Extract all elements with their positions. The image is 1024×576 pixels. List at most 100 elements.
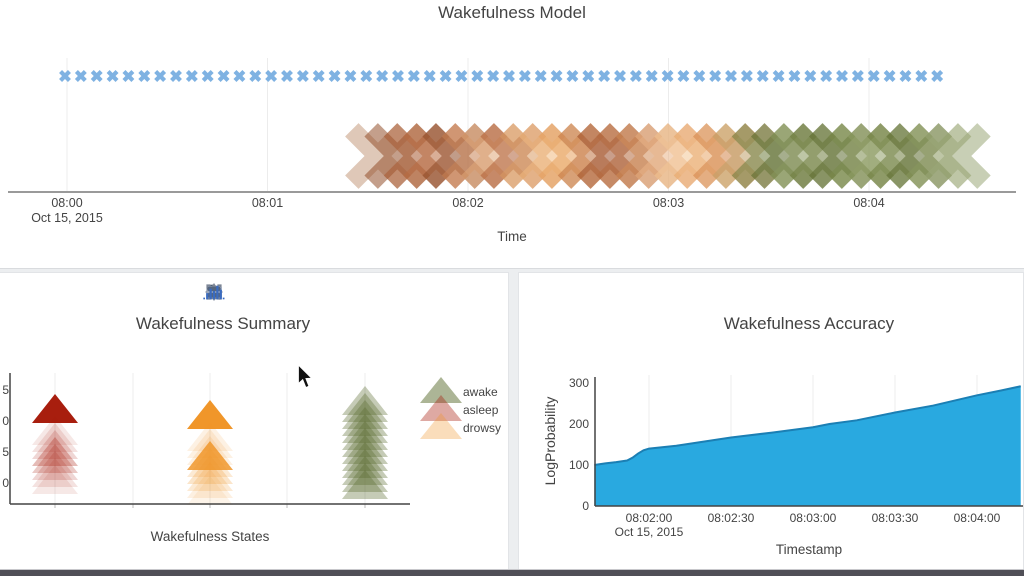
observation-marker xyxy=(915,70,928,82)
summary-plot-area[interactable]: 5 0 5 0 xyxy=(0,273,507,575)
observation-marker xyxy=(217,70,230,82)
legend-label-awake[interactable]: awake xyxy=(463,385,498,399)
observation-marker xyxy=(788,70,801,82)
observation-marker xyxy=(328,70,341,82)
accuracy-chart-title: Wakefulness Accuracy xyxy=(723,314,895,333)
observation-marker xyxy=(74,70,87,82)
observation-marker xyxy=(756,70,769,82)
observation-marker xyxy=(550,70,563,82)
triangle-marker xyxy=(32,458,78,487)
triangle-marker xyxy=(342,435,388,464)
observation-marker xyxy=(677,70,690,82)
observation-marker xyxy=(487,70,500,82)
observation-marker xyxy=(518,70,531,82)
observation-marker xyxy=(836,70,848,82)
observation-marker xyxy=(931,70,944,82)
observation-marker xyxy=(296,70,309,82)
accuracy-y-tick: 100 xyxy=(569,458,589,472)
triangle-marker xyxy=(32,451,78,480)
observation-marker xyxy=(376,70,389,82)
triangle-marker xyxy=(342,400,388,429)
triangle-marker xyxy=(32,465,78,494)
triangle-marker xyxy=(342,463,388,492)
triangle-marker xyxy=(342,393,388,422)
summary-xaxis-title: Wakefulness States xyxy=(150,529,270,544)
observation-marker xyxy=(423,70,436,82)
observation-marker xyxy=(344,70,357,82)
triangle-marker xyxy=(32,437,78,466)
summary-y-tick: 0 xyxy=(2,476,9,490)
observation-marker xyxy=(392,70,404,82)
accuracy-x-tick: 08:02:30 xyxy=(708,511,755,525)
wakefulness-accuracy-panel: Wakefulness Accuracy 08:02:00 Oct 15, 201… xyxy=(518,272,1024,576)
accuracy-x-tick: 08:03:30 xyxy=(872,511,919,525)
triangle-marker xyxy=(187,448,233,477)
observation-marker xyxy=(122,70,135,82)
observation-marker xyxy=(725,70,737,82)
model-x-tick: 08:04 xyxy=(853,196,884,210)
model-x-tick: 08:00 xyxy=(51,196,82,210)
observation-marker xyxy=(455,70,468,82)
observation-marker xyxy=(629,70,642,82)
observation-marker xyxy=(503,70,515,82)
state-marker xyxy=(905,123,972,189)
area-fill xyxy=(594,386,1021,506)
observation-marker xyxy=(820,70,833,82)
legend-label-asleep[interactable]: asleep xyxy=(463,403,499,417)
summary-y-tick: 0 xyxy=(2,414,9,428)
observation-marker xyxy=(201,70,214,82)
triangle-marker xyxy=(32,416,78,445)
observation-marker xyxy=(106,70,119,82)
plotly-modebar xyxy=(203,283,504,303)
accuracy-y-tick: 0 xyxy=(582,499,589,513)
accuracy-x-tick: 08:02:00 xyxy=(626,511,673,525)
observation-marker xyxy=(598,70,611,82)
observation-marker xyxy=(851,70,864,82)
observation-marker xyxy=(312,70,325,82)
summary-y-tick: 5 xyxy=(2,445,9,459)
model-x-tick: 08:02 xyxy=(452,196,483,210)
observation-marker xyxy=(645,70,658,82)
observation-marker xyxy=(740,70,753,82)
triangle-marker xyxy=(342,456,388,485)
legend-label-drowsy[interactable]: drowsy xyxy=(463,421,502,435)
summary-y-tick: 5 xyxy=(2,383,9,397)
observation-marker xyxy=(233,70,246,82)
observation-marker xyxy=(709,70,722,82)
wakefulness-model-chart: Wakefulness Model 08:00 Oct 15, 2015 08:01… xyxy=(0,0,1024,268)
triangle-marker xyxy=(342,428,388,457)
triangle-marker xyxy=(32,430,78,459)
observation-marker xyxy=(407,70,420,82)
triangle-marker xyxy=(187,476,233,505)
observation-marker xyxy=(883,70,896,82)
triangle-marker xyxy=(342,470,388,499)
triangle-marker xyxy=(187,441,233,470)
observation-marker xyxy=(90,70,103,82)
accuracy-xaxis-title: Timestamp xyxy=(775,542,843,557)
observation-marker xyxy=(154,70,167,82)
accuracy-y-tick: 200 xyxy=(569,417,589,431)
triangle-marker xyxy=(32,444,78,473)
triangle-marker xyxy=(187,469,233,498)
triangle-marker xyxy=(342,407,388,436)
observation-marker xyxy=(661,70,674,82)
observation-marker xyxy=(693,70,706,82)
observation-marker xyxy=(614,70,626,82)
triangle-marker xyxy=(342,421,388,450)
model-x-tick: 08:01 xyxy=(252,196,283,210)
state-marker xyxy=(924,123,991,189)
plotly-logo-icon[interactable] xyxy=(203,283,502,303)
observation-marker xyxy=(249,70,262,82)
accuracy-x-tick: 08:03:00 xyxy=(790,511,837,525)
observation-marker xyxy=(867,70,880,82)
triangle-marker xyxy=(187,422,233,451)
observation-marker xyxy=(59,70,71,82)
mouse-cursor xyxy=(297,365,313,389)
summary-chart-title: Wakefulness Summary xyxy=(135,314,311,333)
observation-marker xyxy=(360,70,373,82)
triangle-marker xyxy=(187,400,233,429)
model-x-tick: 08:03 xyxy=(653,196,684,210)
triangle-marker xyxy=(187,455,233,484)
